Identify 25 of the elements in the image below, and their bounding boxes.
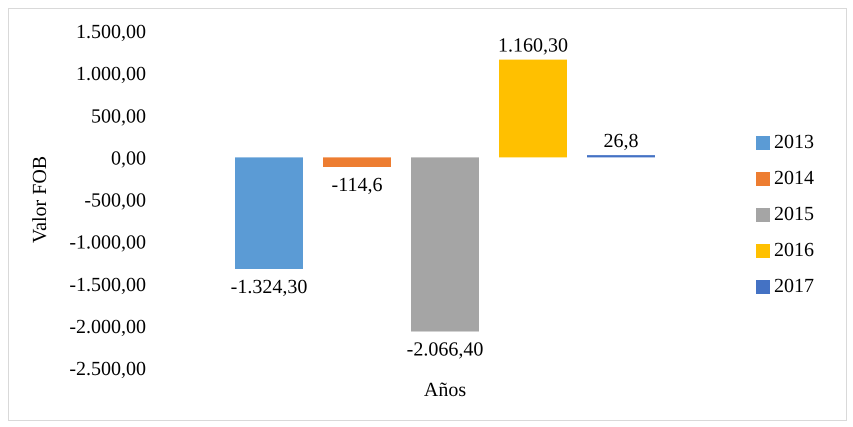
data-label: 26,8	[604, 130, 638, 152]
x-axis-title: Años	[424, 379, 466, 401]
bar	[235, 157, 303, 269]
bar	[411, 157, 479, 332]
legend-label: 2016	[774, 238, 814, 260]
data-label: 1.160,30	[498, 34, 568, 57]
data-label: -114,6	[332, 174, 382, 196]
y-tick-label: 1.500,00	[76, 21, 146, 44]
y-tick-label: 500,00	[91, 105, 146, 128]
y-tick-label: -2.000,00	[69, 316, 146, 338]
y-tick-label: 0,00	[111, 147, 146, 170]
bar	[323, 157, 391, 168]
y-tick-label: -1.500,00	[69, 274, 146, 296]
data-label: -1.324,30	[230, 276, 308, 298]
legend-label: 2015	[774, 202, 814, 224]
y-tick-label: -500,00	[84, 190, 146, 212]
legend-label: 2014	[774, 166, 814, 188]
y-tick-label: -2.500,00	[69, 358, 146, 380]
data-label: -2.066,40	[406, 338, 484, 360]
legend-label: 2013	[774, 130, 814, 152]
y-tick-label: -1.000,00	[69, 232, 146, 254]
y-tick-label: 1.000,00	[76, 63, 146, 86]
bar	[499, 60, 567, 158]
legend-label: 2017	[774, 274, 814, 296]
y-axis-title: Valor FOB	[29, 156, 52, 244]
